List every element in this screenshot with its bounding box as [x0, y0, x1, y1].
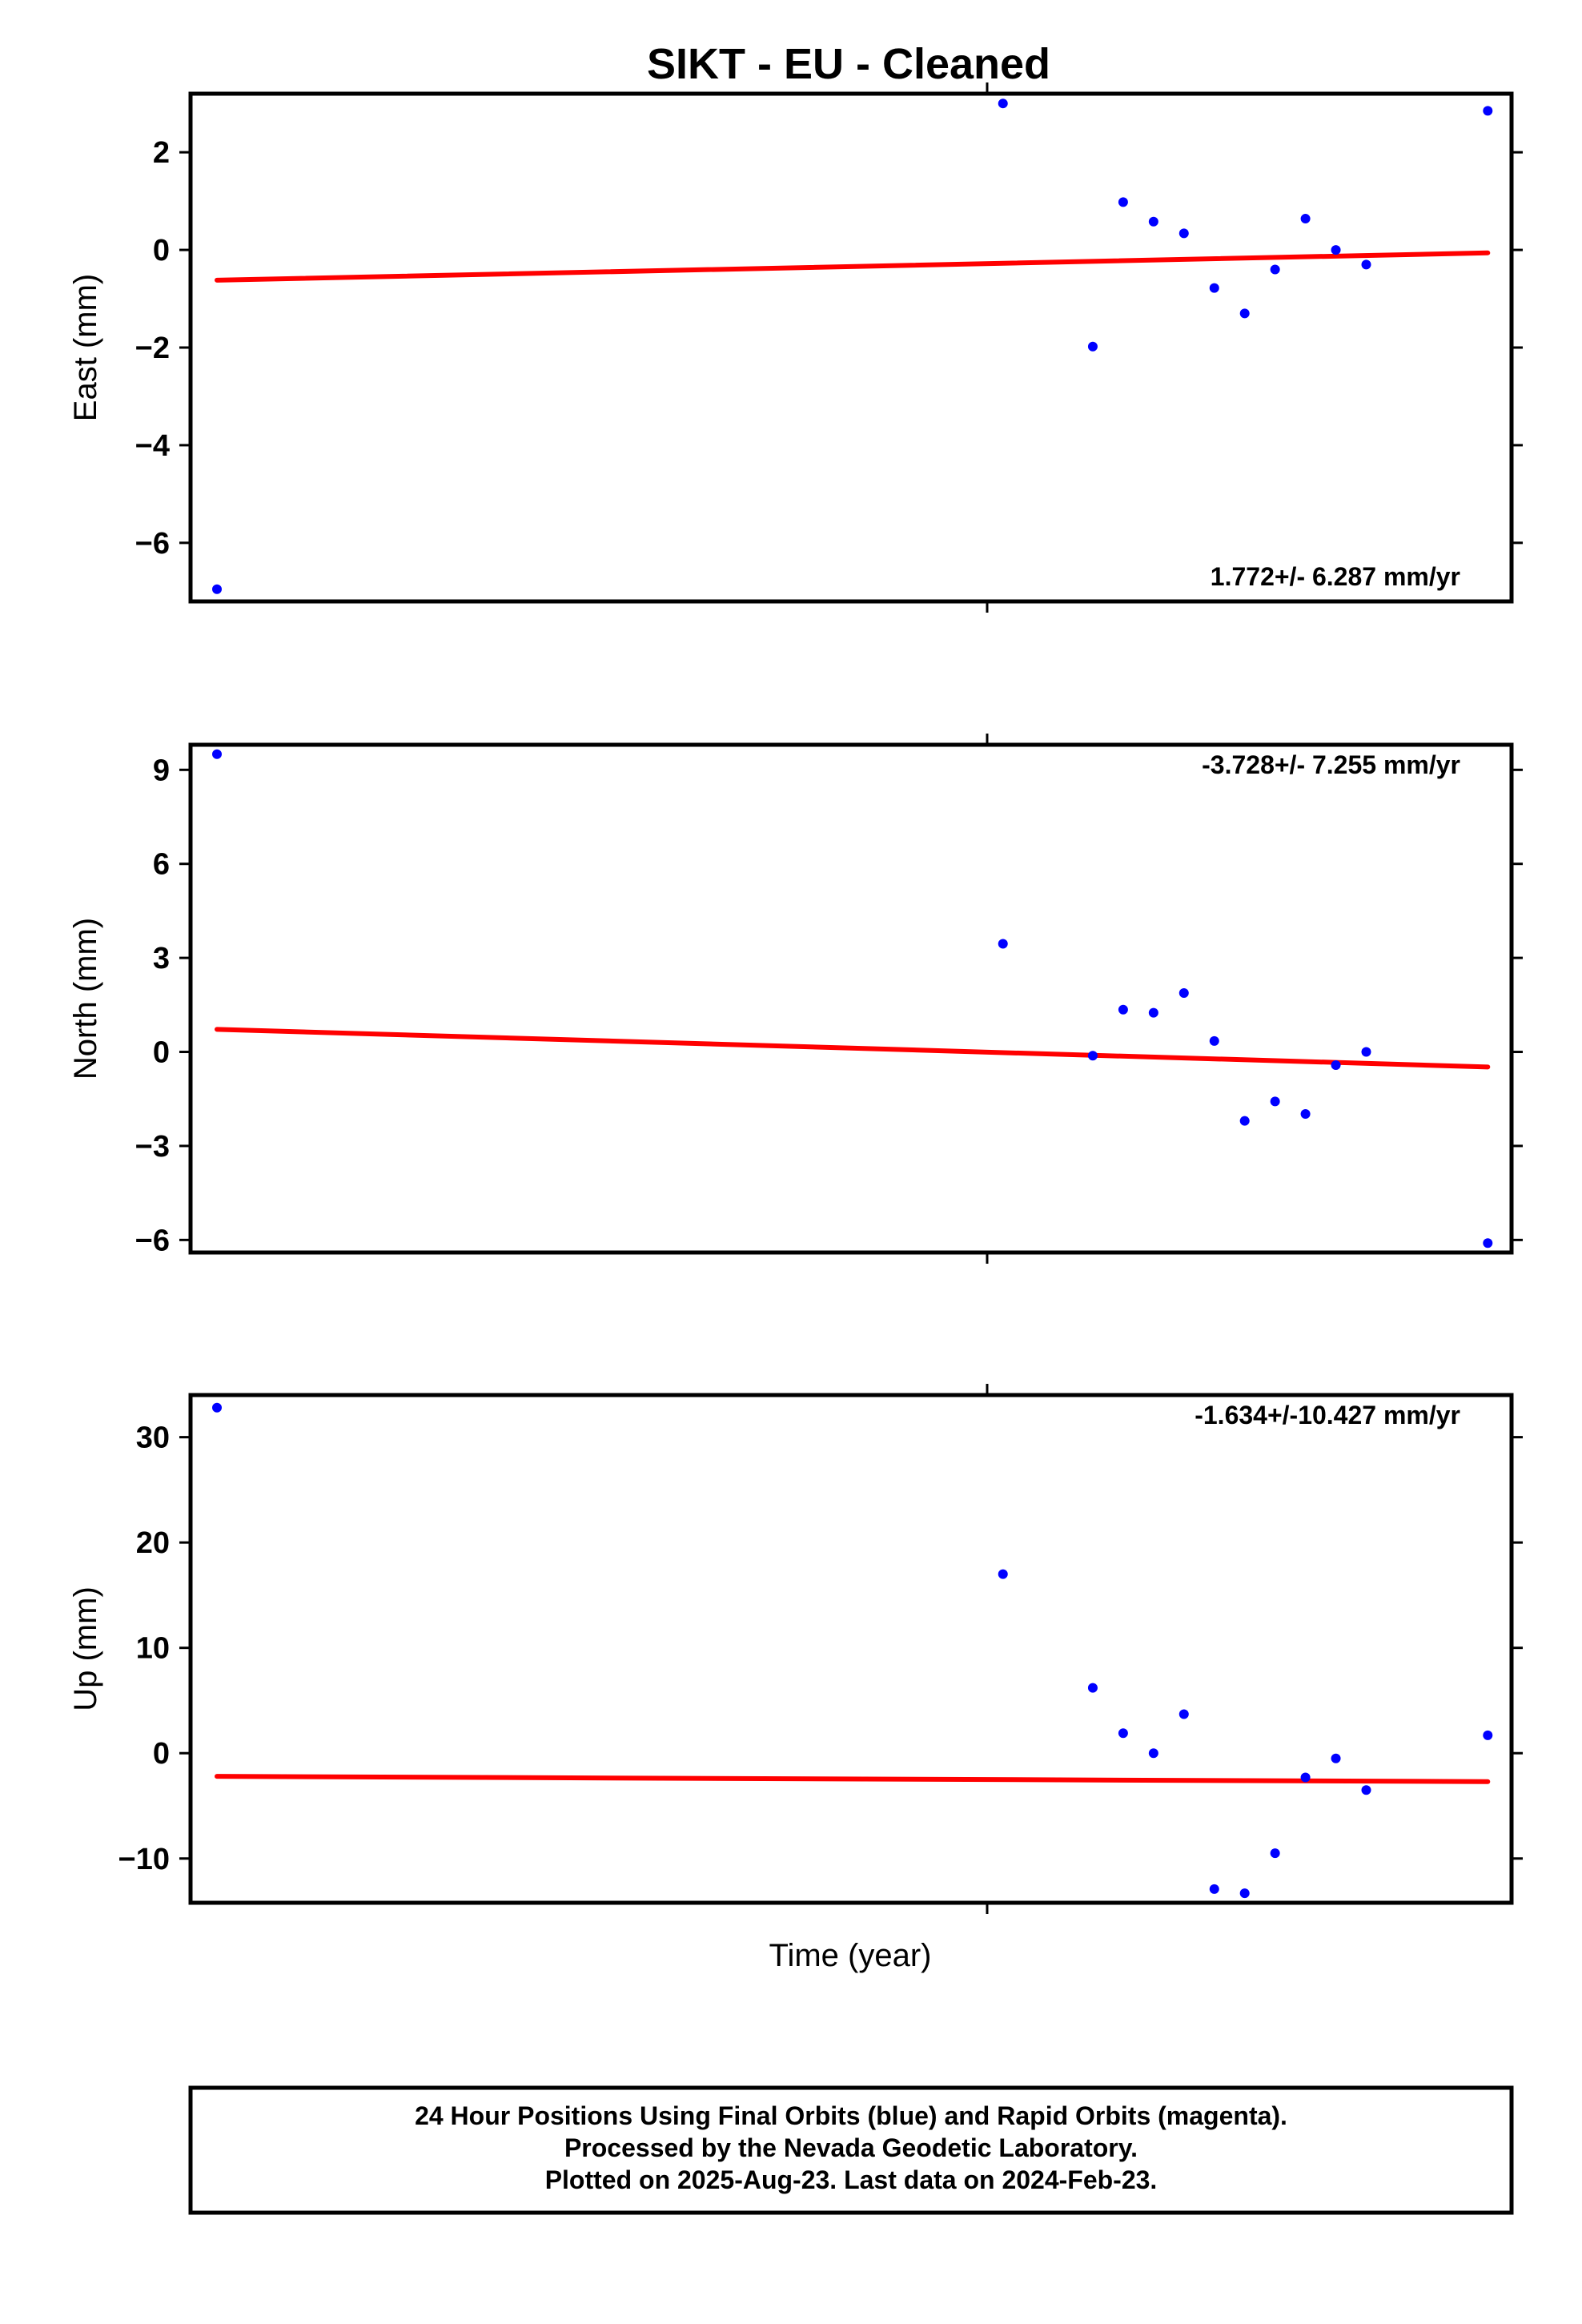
north-panel: 9 6 3 0 −3 −6 North (mm) -3.728+/- 7.255 mm/yr — [68, 734, 1523, 1264]
east-data-point — [1118, 197, 1128, 207]
east-data-point — [998, 99, 1008, 109]
up-ytick-label: −10 — [118, 1843, 170, 1876]
east-ytick-label: 2 — [153, 136, 170, 170]
east-fit-line — [215, 250, 1491, 283]
up-ytick-label: 20 — [136, 1526, 170, 1560]
east-data-point — [212, 584, 222, 594]
north-data-point — [1087, 1051, 1098, 1061]
north-ytick-label: −3 — [135, 1130, 170, 1164]
east-data-point — [1361, 259, 1371, 270]
up-data-point — [1118, 1728, 1128, 1739]
chart-title: SIKT - EU - Cleaned — [647, 40, 1050, 88]
north-data-point — [1209, 1035, 1219, 1046]
east-data-point — [1300, 214, 1311, 224]
up-ytick-label: 0 — [153, 1737, 170, 1771]
east-data-point — [1178, 228, 1189, 239]
north-fit-line — [215, 1027, 1491, 1070]
up-data-point — [1148, 1748, 1158, 1759]
up-data-point — [1087, 1683, 1098, 1693]
up-ytick-label: 10 — [136, 1632, 170, 1666]
up-data-point — [212, 1402, 222, 1413]
up-data-point — [1361, 1785, 1371, 1795]
east-data-point — [1239, 308, 1250, 319]
up-data-point — [1239, 1888, 1250, 1899]
up-ytick-label: 30 — [136, 1421, 170, 1455]
east-data-point — [1087, 341, 1098, 352]
north-data-point — [1148, 1007, 1158, 1018]
north-data-point — [1483, 1238, 1493, 1248]
east-data-point — [1270, 264, 1280, 275]
footer-line-3: Plotted on 2025-Aug-23. Last data on 202… — [545, 2165, 1158, 2194]
north-data-point — [1300, 1109, 1311, 1120]
north-ytick-label: 3 — [153, 942, 170, 975]
up-rate-label: -1.634+/-10.427 mm/yr — [1195, 1401, 1460, 1429]
north-data-point — [1270, 1096, 1280, 1107]
up-y-axis-label: Up (mm) — [68, 1586, 103, 1711]
east-y-axis-label: East (mm) — [68, 274, 103, 421]
north-data-point — [1178, 987, 1189, 998]
east-ytick-label: −2 — [135, 332, 170, 365]
up-plot-frame — [188, 1393, 1514, 1905]
up-data-point — [1178, 1709, 1189, 1719]
north-data-point — [1239, 1116, 1250, 1126]
east-data-point — [1209, 283, 1219, 293]
north-plot-frame — [188, 742, 1514, 1255]
up-data-point — [1483, 1730, 1493, 1740]
up-panel: 30 20 10 0 −10 Up (mm) -1.634+/-10.427 mm/yr — [68, 1384, 1523, 1914]
footer-line-1: 24 Hour Positions Using Final Orbits (bl… — [415, 2101, 1287, 2130]
east-plot-frame — [188, 91, 1514, 604]
up-data-point — [998, 1569, 1008, 1579]
east-ytick-label: 0 — [153, 234, 170, 267]
north-ytick-label: 6 — [153, 848, 170, 882]
north-data-point — [1331, 1059, 1341, 1070]
up-fit-line — [215, 1774, 1491, 1784]
east-ytick-label: −4 — [135, 429, 170, 463]
north-data-point — [1118, 1004, 1128, 1015]
north-rate-label: -3.728+/- 7.255 mm/yr — [1202, 750, 1460, 779]
north-y-axis-label: North (mm) — [68, 918, 103, 1080]
north-data-point — [1361, 1047, 1371, 1057]
north-data-point — [212, 749, 222, 759]
east-data-point — [1331, 245, 1341, 255]
east-rate-label: 1.772+/- 6.287 mm/yr — [1211, 562, 1460, 591]
east-data-point — [1483, 106, 1493, 116]
up-data-point — [1209, 1884, 1219, 1894]
east-data-point — [1148, 216, 1158, 227]
east-ytick-label: −6 — [135, 527, 170, 561]
footer-line-2: Processed by the Nevada Geodetic Laborat… — [564, 2133, 1138, 2162]
east-panel: 2 0 −2 −4 −6 East (mm) 1.772+/- 6.287 mm/yr — [68, 82, 1523, 613]
up-data-point — [1300, 1772, 1311, 1783]
north-ytick-label: 9 — [153, 754, 170, 787]
north-ytick-label: −6 — [135, 1224, 170, 1257]
footer-box — [188, 2085, 1514, 2215]
north-ytick-label: 0 — [153, 1036, 170, 1070]
up-data-point — [1270, 1848, 1280, 1859]
x-axis-label: Time (year) — [769, 1938, 932, 1973]
north-data-point — [998, 939, 1008, 949]
up-data-point — [1331, 1753, 1341, 1763]
